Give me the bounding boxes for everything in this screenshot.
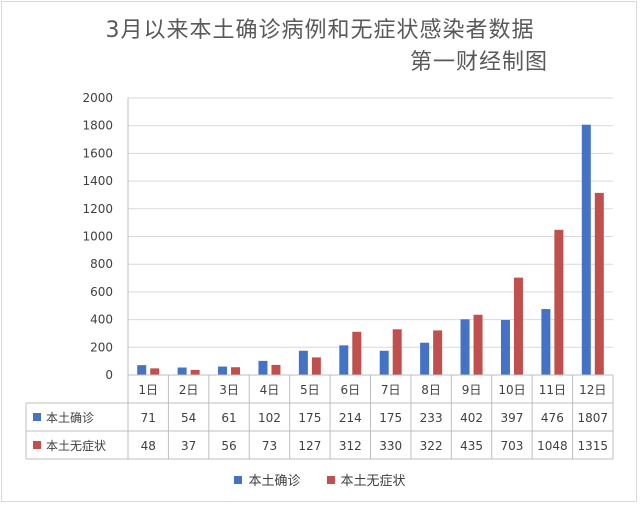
- y-tick-label: 1800: [82, 119, 113, 133]
- data-label: 61: [221, 411, 236, 425]
- bar-asymptomatic: [513, 277, 523, 375]
- legend-label-asymptomatic: 本土无症状: [340, 474, 406, 489]
- bar-asymptomatic: [190, 369, 200, 375]
- data-label: 1807: [578, 411, 609, 425]
- chart-title: 3月以来本土确诊病例和无症状感染者数据: [105, 18, 535, 43]
- legend-swatch-asymptomatic: [326, 475, 335, 484]
- y-tick-label: 1200: [82, 202, 113, 216]
- y-tick-label: 1600: [82, 146, 113, 160]
- y-tick-label: 800: [90, 257, 113, 271]
- bar-confirmed: [420, 342, 430, 375]
- bar-asymptomatic: [594, 192, 604, 375]
- bar-asymptomatic: [392, 329, 402, 375]
- bar-confirmed: [379, 350, 389, 375]
- bar-asymptomatic: [554, 229, 564, 375]
- bar-asymptomatic: [150, 368, 160, 375]
- bar-asymptomatic: [352, 331, 362, 375]
- bar-asymptomatic: [473, 314, 483, 375]
- x-tick-label: 10日: [498, 383, 525, 397]
- bar-confirmed: [298, 350, 308, 375]
- legend-item-asymptomatic: 本土无症状: [326, 470, 406, 489]
- y-tick-label: 0: [105, 368, 113, 382]
- data-label: 71: [141, 411, 156, 425]
- x-tick-label: 1日: [138, 383, 158, 397]
- data-label: 56: [221, 439, 236, 453]
- bar-confirmed: [500, 320, 510, 375]
- x-tick-label: 8日: [421, 383, 441, 397]
- bar-confirmed: [218, 366, 228, 375]
- data-label: 175: [379, 411, 402, 425]
- x-tick-label: 9日: [462, 383, 482, 397]
- y-tick-label: 2000: [82, 91, 113, 105]
- bar-confirmed: [460, 319, 470, 375]
- table-series-label: 本土确诊: [46, 411, 94, 425]
- bar-asymptomatic: [433, 330, 443, 375]
- y-tick-label: 1000: [82, 230, 113, 244]
- data-label: 1048: [537, 439, 568, 453]
- x-tick-label: 6日: [340, 383, 360, 397]
- chart-subtitle: 第一财经制图: [409, 50, 548, 75]
- data-label: 322: [420, 439, 443, 453]
- bar-confirmed: [581, 124, 591, 375]
- bar-asymptomatic: [271, 364, 281, 375]
- x-tick-label: 4日: [260, 383, 280, 397]
- x-tick-label: 12日: [579, 383, 606, 397]
- table-series-label: 本土无症状: [46, 438, 106, 453]
- bar-confirmed: [177, 367, 187, 375]
- x-tick-label: 7日: [381, 383, 401, 397]
- bar-confirmed: [258, 360, 268, 375]
- data-label: 397: [501, 411, 524, 425]
- y-tick-label: 1400: [82, 174, 113, 188]
- bar-asymptomatic: [231, 367, 241, 375]
- chart-legend: 本土确诊 本土无症状: [0, 470, 640, 489]
- bar-confirmed: [137, 365, 147, 375]
- x-tick-label: 11日: [539, 383, 566, 397]
- bar-confirmed: [541, 309, 551, 375]
- x-tick-label: 3日: [219, 383, 239, 397]
- data-label: 402: [460, 411, 483, 425]
- data-label: 73: [262, 439, 277, 453]
- data-label: 435: [460, 439, 483, 453]
- data-label: 703: [501, 439, 524, 453]
- data-label: 330: [379, 439, 402, 453]
- data-label: 1315: [578, 439, 609, 453]
- y-tick-label: 600: [90, 285, 113, 299]
- data-label: 54: [181, 411, 196, 425]
- legend-item-confirmed: 本土确诊: [234, 470, 301, 489]
- data-label: 127: [298, 439, 321, 453]
- y-tick-label: 400: [90, 313, 113, 327]
- data-label: 312: [339, 439, 362, 453]
- y-tick-label: 200: [90, 340, 113, 354]
- data-label: 48: [141, 439, 156, 453]
- data-label: 233: [420, 411, 443, 425]
- table-legend-swatch: [33, 441, 41, 449]
- legend-swatch-confirmed: [234, 475, 243, 484]
- data-label: 37: [181, 439, 196, 453]
- data-label: 476: [541, 411, 564, 425]
- bar-asymptomatic: [311, 357, 321, 375]
- x-tick-label: 2日: [179, 383, 199, 397]
- bar-confirmed: [339, 345, 349, 375]
- legend-label-confirmed: 本土确诊: [248, 474, 301, 489]
- data-label: 214: [339, 411, 362, 425]
- table-legend-swatch: [33, 413, 41, 421]
- data-label: 102: [258, 411, 281, 425]
- x-tick-label: 5日: [300, 383, 320, 397]
- data-label: 175: [298, 411, 321, 425]
